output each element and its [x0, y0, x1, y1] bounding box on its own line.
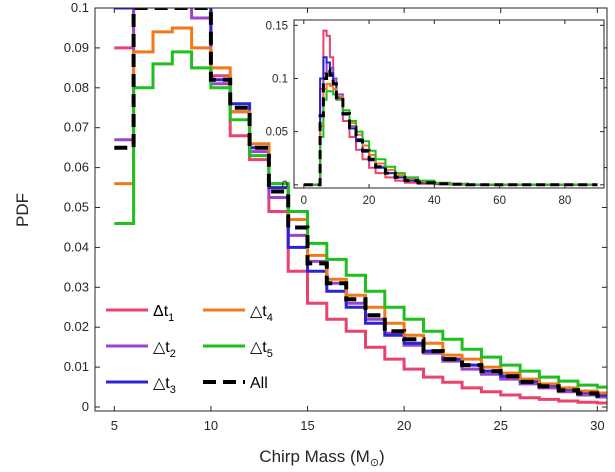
inset-frame — [293, 19, 605, 189]
series-t1-line — [114, 8, 607, 405]
y-tick-label: 0.07 — [64, 120, 89, 135]
y-axis-label: PDF — [13, 193, 32, 227]
series-t5-line — [114, 50, 607, 389]
x-tick-label: 5 — [111, 418, 118, 433]
legend-entry-all: All — [203, 375, 268, 392]
legend-label: △t3 — [153, 375, 176, 396]
x-tick-label: 25 — [494, 418, 508, 433]
legend-label: All — [250, 375, 268, 392]
legend-entry-t2: △t2 — [106, 339, 176, 360]
x-tick-label: 10 — [204, 418, 218, 433]
y-tick-label: 0.08 — [64, 80, 89, 95]
x-tick-label: 15 — [300, 418, 314, 433]
legend-label: △t4 — [250, 303, 273, 324]
main-plot: 5 10 15 20 25 30 0 0.01 0.02 0.03 0.04 0.05 0.06 0.0… — [64, 0, 608, 433]
y-tick-label: 0.05 — [64, 200, 89, 215]
legend-entry-t5: △t5 — [203, 339, 273, 360]
x-tick-label: 40 — [428, 195, 441, 207]
main-plot-frame — [94, 7, 608, 412]
series-all-line — [114, 8, 607, 398]
series-all-line — [303, 68, 598, 187]
legend-entry-t4: △t4 — [203, 303, 273, 324]
y-tick-label: 0.15 — [266, 20, 288, 32]
y-tick-label: 0.06 — [64, 160, 89, 175]
y-tick-label: 0.1 — [272, 73, 288, 85]
inset-background — [294, 20, 604, 188]
inset-plot: 0 20 40 60 80 0 0.05 0.1 0.15 — [266, 19, 605, 207]
y-tick-label: 0.09 — [64, 40, 89, 55]
y-tick-label: 0.1 — [71, 0, 89, 15]
x-tick-label: 80 — [558, 195, 571, 207]
legend-entry-t3: △t3 — [106, 375, 176, 396]
x-tick-label: 60 — [493, 195, 506, 207]
x-tick-label: 20 — [363, 195, 376, 207]
y-tick-label: 0.01 — [64, 359, 89, 374]
y-tick-label: 0 — [282, 180, 288, 192]
y-tick-label: 0.03 — [64, 279, 89, 294]
legend-label: △t2 — [153, 339, 176, 360]
x-tick-label: 30 — [590, 418, 604, 433]
y-tick-label: 0.05 — [266, 127, 288, 139]
x-tick-label: 20 — [397, 418, 411, 433]
x-axis-label: Chirp Mass (M⊙) — [259, 447, 384, 469]
legend-label: Δt1 — [153, 303, 174, 324]
legend: Δt1 △t4 △t2 △t5 △t3 All — [106, 303, 273, 396]
legend-entry-t1: Δt1 — [106, 303, 174, 324]
legend-label: △t5 — [250, 339, 273, 360]
y-tick-label: 0.04 — [64, 239, 89, 254]
y-tick-label: 0 — [82, 399, 89, 414]
x-tick-label: 0 — [301, 195, 307, 207]
y-tick-label: 0.02 — [64, 319, 89, 334]
